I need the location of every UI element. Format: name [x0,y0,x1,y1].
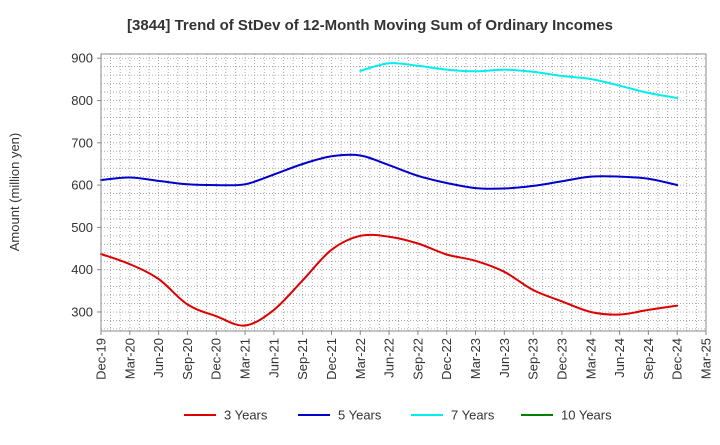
y-tick-label: 400 [71,262,93,277]
x-tick-label: Mar-21 [238,338,253,379]
x-tick-label: Mar-22 [353,338,368,379]
plot-border [100,53,707,332]
y-tick-label: 700 [71,135,93,150]
x-tick-label: Dec-24 [670,338,685,380]
legend-label-3-years: 3 Years [224,408,268,423]
grid-lines [100,54,707,331]
series-line-3-years [100,233,679,327]
y-tick-label: 500 [71,220,93,235]
x-tick-label: Sep-22 [410,338,425,380]
x-tick-label: Sep-21 [295,338,310,380]
y-tick-label: 800 [71,93,93,108]
x-tick-label: Dec-20 [209,338,224,380]
x-tick-label: Jun-20 [151,338,166,378]
x-tick-label: Mar-23 [468,338,483,379]
x-tick-label: Mar-24 [583,338,598,379]
x-tick-label: Dec-19 [94,338,109,380]
x-tick-label: Sep-23 [526,338,541,380]
x-tick-labels: Dec-19 Mar-20 Jun-20 Sep-20 Dec-20 Mar-21 Jun-… [94,331,714,380]
y-axis-label: Amount (million yen) [7,133,22,252]
x-tick-label: Jun-21 [266,338,281,378]
series-lines [100,62,679,327]
series-line-7-years [359,62,679,99]
plot-frame [100,53,707,332]
y-tick-label: 900 [71,51,93,66]
chart-title: [3844] Trend of StDev of 12-Month Moving… [127,17,613,34]
y-tick-label: 300 [71,304,93,319]
y-tick-label: 600 [71,178,93,193]
x-tick-label: Jun-24 [612,338,627,378]
x-tick-label: Jun-23 [497,338,512,378]
legend-label-5-years: 5 Years [338,408,382,423]
x-tick-label: Dec-22 [439,338,454,380]
x-tick-label: Jun-22 [382,338,397,378]
x-tick-label: Dec-23 [555,338,570,380]
series-line-5-years [100,153,679,190]
x-tick-label: Sep-20 [180,338,195,380]
x-tick-label: Mar-25 [699,338,714,379]
legend: 3 Years 5 Years 7 Years 10 Years [184,408,612,423]
x-tick-label: Sep-24 [641,338,656,380]
y-tick-labels: 300 400 500 600 700 800 900 [71,51,101,319]
x-tick-label: Dec-21 [324,338,339,380]
x-tick-label: Mar-20 [122,338,137,379]
legend-label-7-years: 7 Years [451,408,495,423]
legend-label-10-years: 10 Years [561,408,612,423]
